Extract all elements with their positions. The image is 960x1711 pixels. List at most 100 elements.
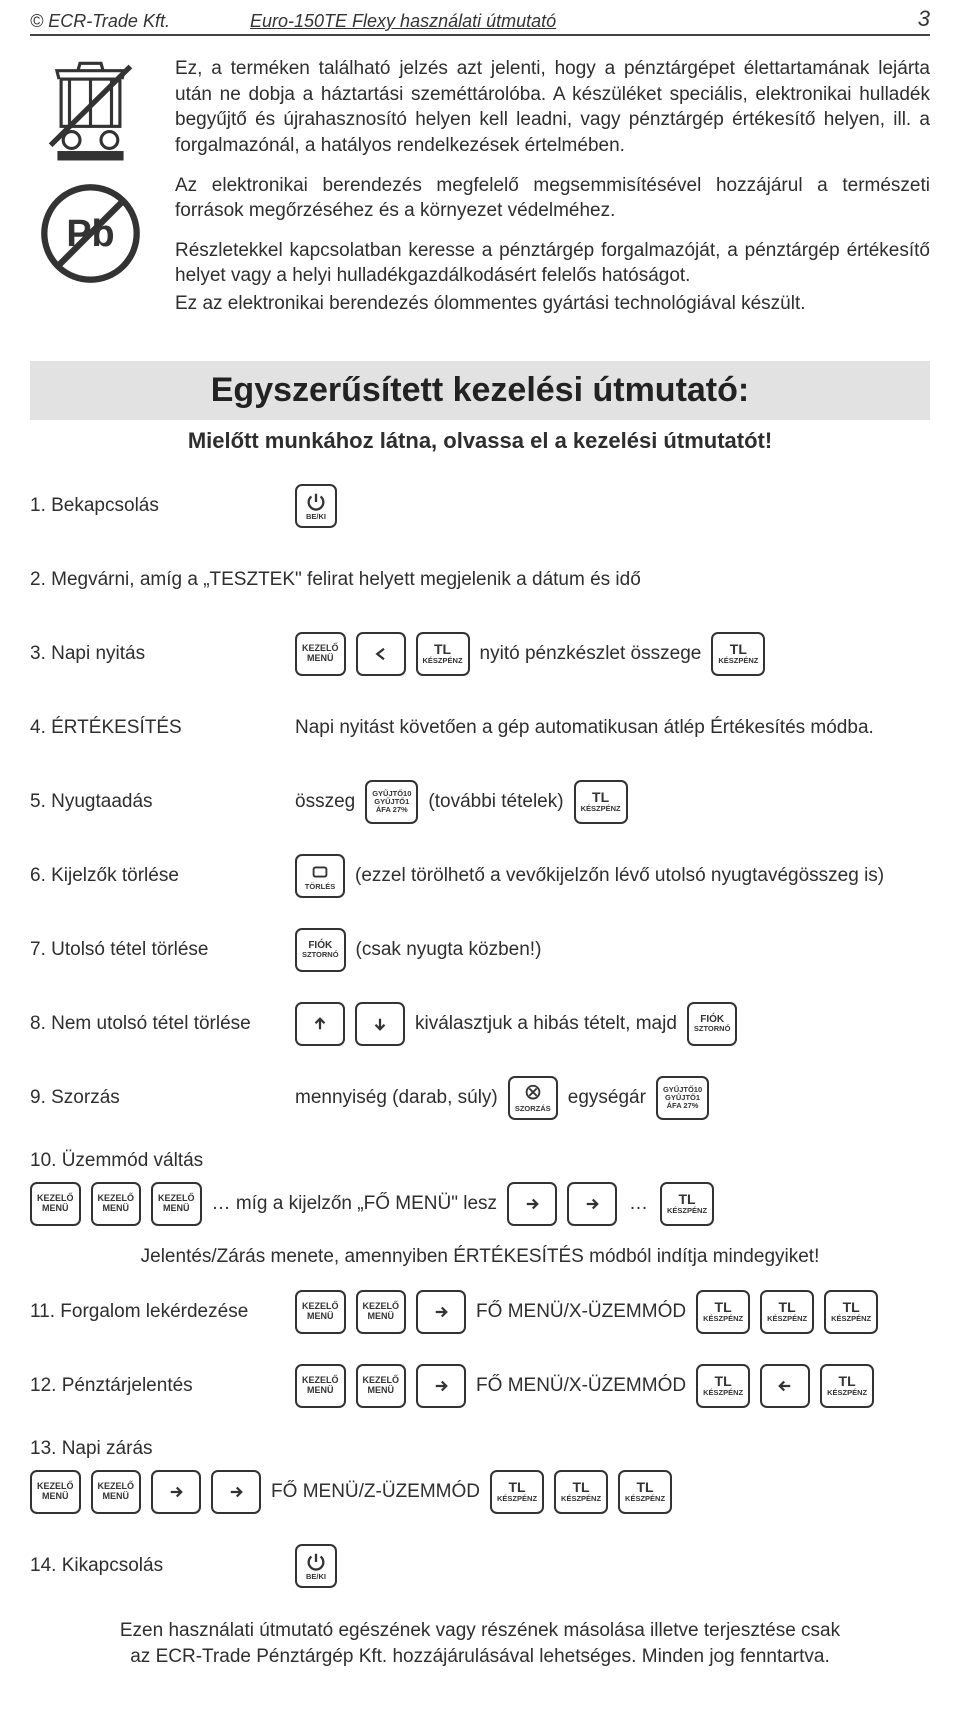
step-3: 3. Napi nyitás KEZELŐMENÜ TLKÉSZPÉNZ nyi…: [30, 632, 930, 676]
kezelo-menu-key: KEZELŐMENÜ: [356, 1364, 407, 1408]
fiok-sztorno-key: FIÓKSZTORNÓ: [295, 928, 346, 972]
right-arrow-key: [507, 1182, 557, 1226]
step-10: 10. Üzemmód váltás KEZELŐMENÜ KEZELŐMENÜ…: [30, 1150, 930, 1226]
step-4-label: 4. ÉRTÉKESÍTÉS: [30, 717, 285, 739]
step-13: 13. Napi zárás KEZELŐMENÜ KEZELŐMENÜ FŐ …: [30, 1438, 930, 1514]
step-8-label: 8. Nem utolsó tétel törlése: [30, 1013, 285, 1035]
gyujto-key: GYŰJTŐ10GYŰJTŐ1ÁFA 27%: [656, 1076, 709, 1120]
ellipsis: …: [627, 1193, 650, 1215]
guide-subtitle: Mielőtt munkához látna, olvassa el a kez…: [30, 428, 930, 454]
page-number: 3: [890, 6, 930, 32]
step-12: 12. Pénztárjelentés KEZELŐMENÜ KEZELŐMEN…: [30, 1364, 930, 1408]
left-arrow-key: [760, 1364, 810, 1408]
report-note: Jelentés/Zárás menete, amennyiben ÉRTÉKE…: [30, 1246, 930, 1268]
step-1-label: 1. Bekapcsolás: [30, 495, 285, 517]
page-header: © ECR-Trade Kft. Euro-150TE Flexy haszná…: [30, 0, 930, 36]
step-6-label: 6. Kijelzők törlése: [30, 865, 285, 887]
disposal-info-block: Pb Ez, a terméken található jelzés azt j…: [30, 56, 930, 331]
step-12-label: 12. Pénztárjelentés: [30, 1375, 285, 1397]
disposal-paragraph-2: Az elektronikai berendezés megfelelő meg…: [175, 173, 930, 224]
step-7-text: (csak nyugta közben!): [356, 939, 542, 961]
kezelo-menu-key: KEZELŐMENÜ: [295, 632, 346, 676]
right-arrow-key: [416, 1364, 466, 1408]
step-14-label: 14. Kikapcsolás: [30, 1555, 285, 1577]
gyujto-key: GYŰJTŐ10GYŰJTŐ1ÁFA 27%: [365, 780, 418, 824]
power-key: BE/KI: [295, 1544, 337, 1588]
step-9: 9. Szorzás mennyiség (darab, súly) SZORZ…: [30, 1076, 930, 1120]
guide-title: Egyszerűsített kezelési útmutató:: [30, 371, 930, 410]
tl-keszpenz-key: TLKÉSZPÉNZ: [660, 1182, 714, 1226]
tl-keszpenz-key: TLKÉSZPÉNZ: [760, 1290, 814, 1334]
kezelo-menu-key: KEZELŐMENÜ: [30, 1470, 81, 1514]
step-5-label: 5. Nyugtaadás: [30, 791, 285, 813]
left-arrow-key: [356, 632, 406, 676]
torles-key: TÖRLÉS: [295, 854, 345, 898]
tl-keszpenz-key: TLKÉSZPÉNZ: [711, 632, 765, 676]
right-arrow-key: [416, 1290, 466, 1334]
footer-line-2: az ECR-Trade Pénztárgép Kft. hozzájárulá…: [30, 1644, 930, 1671]
step-2-label: 2. Megvárni, amíg a „TESZTEK" felirat he…: [30, 569, 641, 591]
copyright-footer: Ezen használati útmutató egészének vagy …: [30, 1618, 930, 1671]
fiok-sztorno-key: FIÓKSZTORNÓ: [687, 1002, 738, 1046]
disposal-paragraph-1: Ez, a terméken található jelzés azt jele…: [175, 56, 930, 159]
step-4: 4. ÉRTÉKESÍTÉS Napi nyitást követően a g…: [30, 706, 930, 750]
step-9-text-b: egységár: [568, 1087, 646, 1109]
kezelo-menu-key: KEZELŐMENÜ: [151, 1182, 202, 1226]
step-5-text-b: (további tételek): [428, 791, 563, 813]
step-10-text: … míg a kijelzőn „FŐ MENÜ" lesz: [212, 1193, 497, 1215]
down-arrow-key: [355, 1002, 405, 1046]
header-copyright: © ECR-Trade Kft.: [30, 11, 250, 32]
step-7: 7. Utolsó tétel törlése FIÓKSZTORNÓ (csa…: [30, 928, 930, 972]
guide-title-band: Egyszerűsített kezelési útmutató:: [30, 361, 930, 420]
step-9-text-a: mennyiség (darab, súly): [295, 1087, 498, 1109]
step-10-label: 10. Üzemmód váltás: [30, 1150, 285, 1172]
header-title: Euro-150TE Flexy használati útmutató: [250, 11, 890, 32]
step-1: 1. Bekapcsolás BE/KI: [30, 484, 930, 528]
disposal-paragraph-3: Részletekkel kapcsolatban keresse a pénz…: [175, 238, 930, 289]
step-7-label: 7. Utolsó tétel törlése: [30, 939, 285, 961]
step-13-text: FŐ MENÜ/Z-ÜZEMMÓD: [271, 1481, 480, 1503]
szorzas-key: SZORZÁS: [508, 1076, 558, 1120]
kezelo-menu-key: KEZELŐMENÜ: [295, 1364, 346, 1408]
right-arrow-key: [211, 1470, 261, 1514]
kezelo-menu-key: KEZELŐMENÜ: [91, 1470, 142, 1514]
step-14: 14. Kikapcsolás BE/KI: [30, 1544, 930, 1588]
step-3-label: 3. Napi nyitás: [30, 643, 285, 665]
tl-keszpenz-key: TLKÉSZPÉNZ: [696, 1364, 750, 1408]
step-5: 5. Nyugtaadás összeg GYŰJTŐ10GYŰJTŐ1ÁFA …: [30, 780, 930, 824]
tl-keszpenz-key: TLKÉSZPÉNZ: [490, 1470, 544, 1514]
disposal-paragraph-4: Ez az elektronikai berendezés ólommentes…: [175, 291, 930, 317]
tl-keszpenz-key: TLKÉSZPÉNZ: [416, 632, 470, 676]
pb-free-icon: Pb: [38, 181, 143, 291]
step-8: 8. Nem utolsó tétel törlése kiválasztjuk…: [30, 1002, 930, 1046]
step-11-text: FŐ MENÜ/X-ÜZEMMÓD: [476, 1301, 686, 1323]
step-4-text: Napi nyitást követően a gép automatikusa…: [295, 717, 874, 739]
weee-bin-icon: [38, 56, 143, 166]
kezelo-menu-key: KEZELŐMENÜ: [91, 1182, 142, 1226]
right-arrow-key: [151, 1470, 201, 1514]
step-6: 6. Kijelzők törlése TÖRLÉS (ezzel törölh…: [30, 854, 930, 898]
power-key: BE/KI: [295, 484, 337, 528]
step-11-label: 11. Forgalom lekérdezése: [30, 1301, 285, 1323]
kezelo-menu-key: KEZELŐMENÜ: [30, 1182, 81, 1226]
tl-keszpenz-key: TLKÉSZPÉNZ: [554, 1470, 608, 1514]
tl-keszpenz-key: TLKÉSZPÉNZ: [696, 1290, 750, 1334]
step-12-text: FŐ MENÜ/X-ÜZEMMÓD: [476, 1375, 686, 1397]
step-8-text: kiválasztjuk a hibás tételt, majd: [415, 1013, 677, 1035]
step-2: 2. Megvárni, amíg a „TESZTEK" felirat he…: [30, 558, 930, 602]
tl-keszpenz-key: TLKÉSZPÉNZ: [824, 1290, 878, 1334]
step-6-text: (ezzel törölhető a vevőkijelzőn lévő uto…: [355, 865, 884, 887]
step-9-label: 9. Szorzás: [30, 1087, 285, 1109]
step-11: 11. Forgalom lekérdezése KEZELŐMENÜ KEZE…: [30, 1290, 930, 1334]
tl-keszpenz-key: TLKÉSZPÉNZ: [574, 780, 628, 824]
kezelo-menu-key: KEZELŐMENÜ: [356, 1290, 407, 1334]
footer-line-1: Ezen használati útmutató egészének vagy …: [30, 1618, 930, 1645]
tl-keszpenz-key: TLKÉSZPÉNZ: [618, 1470, 672, 1514]
step-3-text: nyitó pénzkészlet összege: [480, 643, 702, 665]
step-5-text-a: összeg: [295, 791, 355, 813]
right-arrow-key: [567, 1182, 617, 1226]
up-arrow-key: [295, 1002, 345, 1046]
kezelo-menu-key: KEZELŐMENÜ: [295, 1290, 346, 1334]
tl-keszpenz-key: TLKÉSZPÉNZ: [820, 1364, 874, 1408]
step-13-label: 13. Napi zárás: [30, 1438, 285, 1460]
